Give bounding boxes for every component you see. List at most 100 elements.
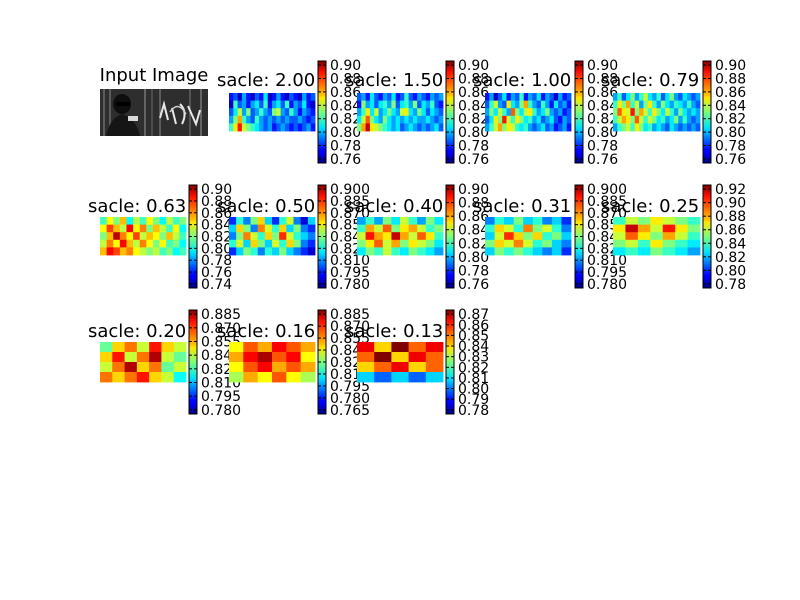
heatmap-cell — [425, 239, 435, 248]
heatmap-cell — [361, 115, 366, 124]
heatmap-cell — [687, 239, 701, 248]
heatmap-cell — [621, 115, 627, 124]
heatmap-cell — [652, 123, 657, 132]
heatmap-cell — [549, 108, 555, 117]
heatmap-cell — [243, 232, 251, 241]
heatmap-cell — [682, 115, 688, 124]
heatmap-cell — [412, 108, 418, 117]
heatmap-cell — [374, 247, 384, 256]
heatmap-cell — [551, 232, 562, 241]
heatmap-cell — [540, 93, 546, 101]
heatmap-cell — [630, 123, 636, 132]
heatmap-cell — [272, 362, 287, 373]
colorbar: 0.900.880.860.840.820.800.780.76 — [445, 182, 489, 293]
heatmap-cell — [149, 352, 162, 363]
heatmap-cell — [395, 123, 401, 132]
heatmap-cell — [286, 232, 294, 241]
heatmap-cell — [485, 100, 490, 109]
heatmap — [100, 217, 187, 256]
heatmap-cell — [665, 93, 670, 101]
heatmap-cell — [300, 217, 309, 225]
heatmap-cell — [378, 100, 384, 109]
heatmap-cell — [510, 93, 516, 101]
heatmap-cell — [357, 342, 375, 353]
heatmap-cell — [647, 115, 653, 124]
heatmap-cell — [272, 93, 277, 101]
colorbar-tick-label: 0.85 — [458, 328, 489, 344]
heatmap-cell — [669, 100, 675, 109]
heatmap-cell — [395, 100, 401, 109]
heatmap-cell — [250, 247, 259, 256]
heatmap-cell — [412, 100, 418, 109]
heatmap-cell — [489, 108, 494, 117]
heatmap-cell — [241, 100, 247, 109]
heatmap-cell — [630, 115, 636, 124]
heatmap-cell — [421, 108, 427, 117]
heatmap-cell — [391, 123, 397, 132]
heatmap-cell — [673, 93, 679, 101]
heatmap-cell — [408, 239, 418, 248]
heatmap-cell — [289, 123, 294, 132]
heatmap-cell — [626, 123, 631, 132]
colorbar-tick-label: 0.90 — [458, 182, 489, 198]
colorbar-tick-label: 0.795 — [330, 265, 370, 281]
heatmap-cell — [133, 232, 141, 241]
colorbar-tick-label: 0.80 — [715, 125, 746, 141]
colorbar-gradient — [574, 60, 584, 164]
colorbar-tick-label: 0.82 — [458, 112, 489, 128]
heatmap-cell — [243, 372, 259, 383]
heatmap-cell — [279, 239, 287, 248]
heatmap-cell — [425, 232, 435, 241]
heatmap-cell — [365, 217, 375, 225]
heatmap-cell — [400, 100, 405, 109]
heatmap-cell — [408, 362, 427, 373]
heatmap-cell — [357, 247, 366, 256]
heatmap-cell — [536, 93, 542, 101]
heatmap-cell — [513, 247, 524, 256]
colorbar-tick-label: 0.80 — [587, 125, 618, 141]
heatmap-cell — [179, 239, 187, 248]
heatmap-cell — [630, 108, 636, 117]
panel-title: sacle: 0.63 — [88, 196, 186, 217]
heatmap-cell — [289, 115, 294, 124]
heatmap-cell — [561, 239, 572, 248]
heatmap-cell — [302, 123, 307, 132]
heatmap-cell — [237, 115, 243, 124]
heatmap-cell — [434, 224, 444, 233]
colorbar-tick-label: 0.810 — [330, 253, 370, 269]
heatmap-cell — [106, 232, 114, 241]
heatmap-cell — [361, 108, 366, 117]
heatmap-cell — [412, 93, 418, 101]
heatmap-cell — [264, 232, 273, 241]
heatmap-cell — [149, 362, 162, 373]
heatmap-cell — [166, 217, 174, 225]
heatmap-cell — [280, 108, 286, 117]
colorbar-tick-label: 0.78 — [458, 263, 489, 279]
colorbar-tick-label: 0.86 — [458, 85, 489, 101]
colorbar-tick-label: 0.780 — [330, 391, 370, 407]
heatmap-cell — [106, 239, 114, 248]
heatmap-cell — [485, 123, 490, 132]
heatmap-cell — [306, 108, 312, 117]
heatmap-cell — [263, 93, 269, 101]
heatmap-cell — [257, 372, 273, 383]
heatmap-cell — [425, 108, 431, 117]
heatmap-cell — [540, 108, 546, 117]
heatmap-cell — [643, 108, 649, 117]
colorbar-tick-label: 0.88 — [330, 71, 361, 87]
heatmap-cell — [650, 217, 664, 225]
heatmap-cell — [625, 217, 639, 225]
heatmap-cell — [562, 115, 568, 124]
heatmap-cell — [485, 115, 490, 124]
heatmap-cell — [485, 239, 495, 248]
heatmap-cell — [549, 100, 555, 109]
heatmap-cell — [233, 108, 238, 117]
heatmap-cell — [494, 224, 505, 233]
heatmap-cell — [489, 115, 494, 124]
heatmap-cell — [236, 232, 244, 241]
heatmap-cell — [387, 93, 392, 101]
heatmap-cell — [695, 123, 701, 132]
heatmap-cell — [417, 100, 422, 109]
heatmap-cell — [365, 93, 371, 101]
